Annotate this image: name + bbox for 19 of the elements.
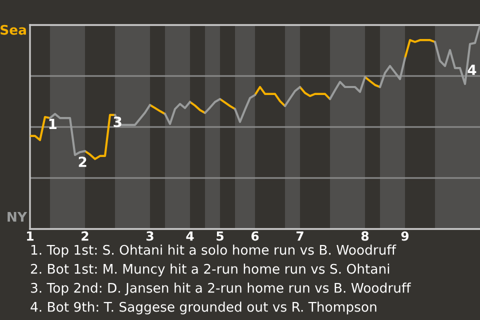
x-tick-label: 2 [82, 231, 88, 241]
annotation: 4 [468, 64, 476, 75]
x-tick-label: 4 [186, 231, 194, 241]
annotation: 3 [114, 116, 122, 128]
x-tick-label: 8 [361, 231, 369, 241]
text: 2. Bot 1st: M. Muncy hit a 2-run home run vs S. Ohtani [30, 264, 390, 276]
x-tick-label: 9 [401, 231, 409, 241]
x-tick-label: 6 [251, 231, 259, 241]
text: 1. Top 1st: S. Ohtani hit a solo home run vs B. Woodruff [31, 244, 396, 258]
annotation: 1 [49, 118, 56, 129]
x-tick-label: 5 [216, 231, 224, 241]
text: 4. Bot 9th: T. Saggese grounded out vs R. Thompson [30, 302, 376, 314]
text: Sea [0, 24, 26, 35]
annotation: 2 [78, 156, 86, 167]
x-tick-label: 3 [146, 231, 154, 241]
text: NY [8, 212, 28, 222]
x-tick-label: 1 [27, 231, 34, 241]
text: 3. Top 2nd: D. Jansen hit a 2-run home run vs B. Woodruff [31, 282, 412, 296]
x-tick-label: 7 [296, 231, 304, 241]
